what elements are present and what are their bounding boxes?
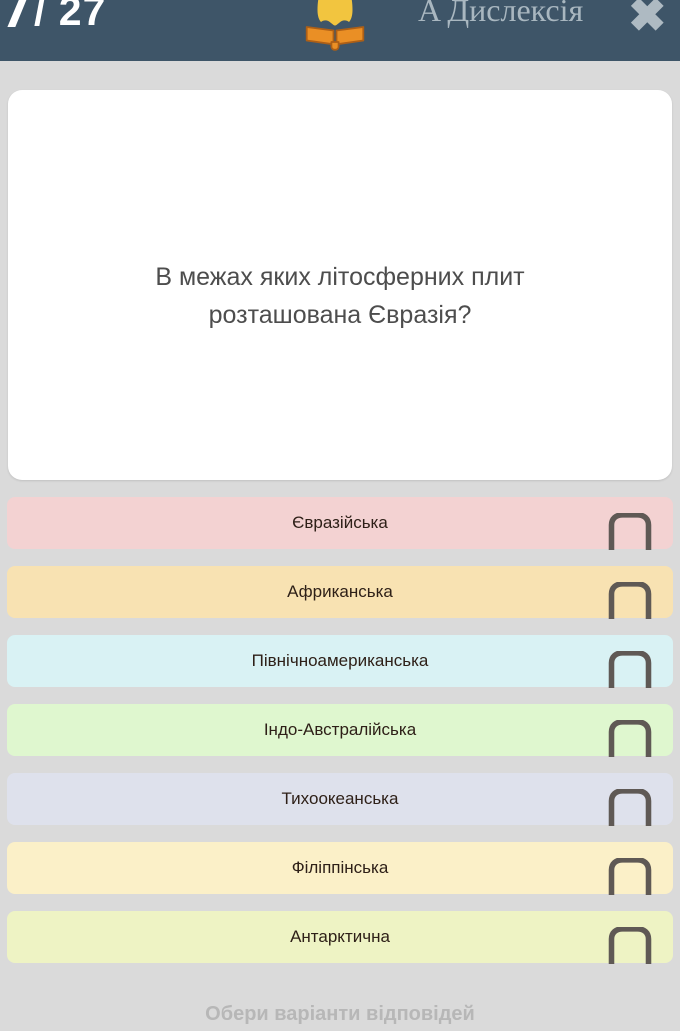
svg-text:/ 27: / 27: [34, 0, 106, 34]
